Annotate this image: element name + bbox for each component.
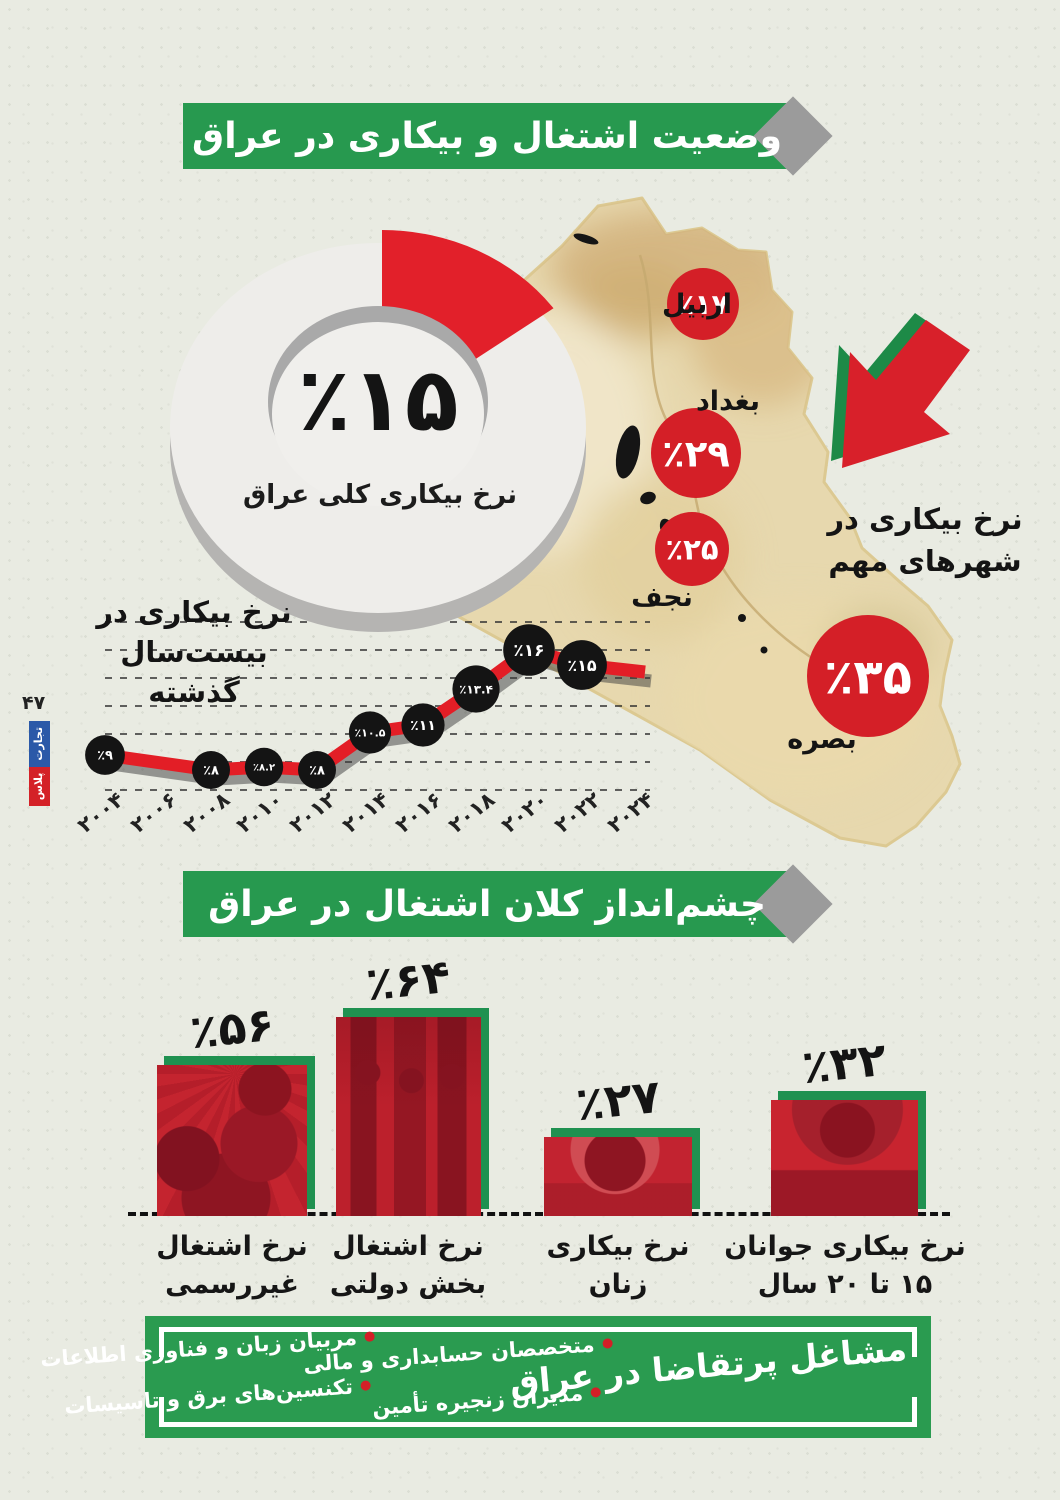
data-point: ٪۸ bbox=[298, 751, 336, 789]
bar-photo-fill bbox=[336, 1008, 489, 1216]
x-axis-year-label: ۲۰۱۲ bbox=[285, 787, 340, 838]
data-point: ٪۱۶ bbox=[503, 624, 555, 676]
svg-text:٪۸.۲: ٪۸.۲ bbox=[253, 763, 275, 774]
city-value: ٪۱۷ bbox=[677, 288, 728, 321]
job-item-supply-chain-managers: مدیران زنجیره تأمین bbox=[371, 1380, 602, 1420]
caption-line: غیررسمی bbox=[165, 1268, 299, 1300]
arrow-red-body bbox=[842, 320, 970, 468]
cities-note-line2: شهرهای مهم bbox=[828, 544, 1022, 579]
bar-caption-public-sector: نرخ اشتغال بخش دولتی bbox=[293, 1228, 523, 1304]
caption-line: نرخ بیکاری bbox=[546, 1231, 690, 1262]
bracket-top bbox=[159, 1327, 917, 1357]
trend-title-line1: نرخ بیکاری در bbox=[96, 595, 292, 629]
data-point: ٪۸ bbox=[192, 751, 230, 789]
x-axis-year-label: ۲۰۲۴ bbox=[603, 787, 658, 838]
svg-text:٪۱۵: ٪۱۵ bbox=[567, 656, 597, 675]
cities-note: نرخ بیکاری در شهرهای مهم bbox=[823, 498, 1027, 582]
high-demand-jobs-box: مشاغل پرتقاضا در عراق متخصصان حسابداری و… bbox=[39, 1316, 931, 1438]
data-point: ٪۱۰.۵ bbox=[348, 711, 392, 754]
bar-women-unemployment: ٪۲۷ bbox=[544, 1069, 700, 1216]
city-name: اربیل bbox=[662, 289, 732, 320]
svg-text:٪۸: ٪۸ bbox=[309, 764, 325, 779]
banner-outlook-title: چشم‌انداز کلان اشتغال در عراق bbox=[208, 883, 766, 925]
x-axis-year-label: ۲۰۰۴ bbox=[73, 787, 128, 838]
trend-title: نرخ بیکاری در بیست‌سال گذشته bbox=[83, 592, 305, 712]
bar-value: ٪۵۶ bbox=[187, 996, 277, 1060]
x-axis-year-label: ۲۰۱۰ bbox=[232, 787, 287, 837]
city-name: نجف bbox=[631, 582, 693, 613]
bullet-icon bbox=[364, 1331, 375, 1342]
bracket-bottom bbox=[159, 1397, 917, 1427]
bar-caption-informal: نرخ اشتغال غیررسمی bbox=[117, 1228, 347, 1304]
city-marker: ٪۲۵ نجف bbox=[631, 512, 729, 613]
x-axis-year-label: ۲۰۱۸ bbox=[444, 787, 499, 838]
bullet-icon bbox=[360, 1380, 371, 1391]
caption-line: نرخ بیکاری جوانان bbox=[724, 1231, 966, 1262]
magazine-logo: تجارت پلاس bbox=[29, 721, 50, 807]
data-point: ٪۹ bbox=[85, 735, 125, 775]
x-axis-year-label: ۲۰۱۴ bbox=[338, 787, 393, 838]
x-axis-year-label: ۲۰۰۸ bbox=[179, 787, 234, 838]
banner-outlook: چشم‌انداز کلان اشتغال در عراق bbox=[183, 864, 833, 944]
x-axis-year-label: ۲۰۰۶ bbox=[126, 787, 181, 837]
bullet-icon bbox=[602, 1338, 613, 1349]
bar-photo-fill bbox=[157, 1056, 315, 1216]
city-marker: ٪۲۹ بغداد bbox=[651, 386, 760, 498]
donut-value: ٪۱۵ bbox=[297, 348, 459, 451]
bar-value: ٪۲۷ bbox=[573, 1068, 663, 1132]
x-axis-year-label: ۲۰۱۶ bbox=[391, 787, 446, 837]
bar-photo-fill bbox=[771, 1091, 926, 1216]
page-number: ۴۷ bbox=[22, 692, 46, 714]
data-point: ٪۸.۲ bbox=[244, 747, 284, 787]
caption-line: نرخ اشتغال bbox=[332, 1231, 484, 1262]
x-axis-year-label: ۲۰۲۲ bbox=[550, 787, 605, 838]
donut-hole bbox=[272, 322, 484, 506]
svg-text:٪۱۰.۵: ٪۱۰.۵ bbox=[354, 726, 385, 739]
bars-baseline bbox=[128, 1212, 950, 1216]
donut-caption: نرخ بیکاری کلی عراق bbox=[242, 480, 517, 510]
caption-line: نرخ اشتغال bbox=[156, 1231, 308, 1262]
svg-text:٪۱۱: ٪۱۱ bbox=[410, 718, 436, 734]
city-value: ٪۲۹ bbox=[662, 432, 730, 475]
cities-note-line1: نرخ بیکاری در bbox=[827, 502, 1023, 536]
magazine-logo-word2: پلاس bbox=[29, 766, 50, 807]
bar-photo-fill bbox=[544, 1128, 700, 1216]
bar-public-sector-employment: ٪۶۴ bbox=[336, 949, 489, 1216]
data-point: ٪۱۱ bbox=[401, 703, 445, 747]
banner-employment-status-title: وضعیت اشتغال و بیکاری در عراق bbox=[192, 115, 782, 157]
bar-value: ٪۶۴ bbox=[363, 948, 454, 1012]
banner-employment-status: وضعیت اشتغال و بیکاری در عراق bbox=[183, 96, 833, 176]
bullet-icon bbox=[590, 1387, 602, 1398]
bar-youth-unemployment: ٪۳۲ bbox=[771, 1032, 926, 1216]
city-value: ٪۲۵ bbox=[665, 532, 718, 566]
city-name: بصره bbox=[787, 724, 856, 755]
x-axis-year-label: ۲۰۲۰ bbox=[497, 787, 552, 837]
magazine-logo-word1: تجارت bbox=[29, 721, 50, 767]
svg-text:٪۱۶: ٪۱۶ bbox=[513, 641, 544, 661]
bar-caption-women: نرخ بیکاری زنان bbox=[503, 1228, 733, 1304]
city-marker: ٪۳۵ بصره bbox=[787, 615, 929, 755]
cities-arrow bbox=[831, 313, 970, 468]
data-point: ٪۱۵ bbox=[557, 640, 607, 690]
city-value: ٪۳۵ bbox=[824, 649, 912, 705]
bar-informal-employment: ٪۵۶ bbox=[157, 997, 315, 1216]
trend-title-line2: بیست‌سال گذشته bbox=[120, 635, 268, 710]
caption-line: بخش دولتی bbox=[329, 1268, 487, 1300]
trend-line bbox=[104, 643, 646, 777]
data-point: ٪۱۳.۴ bbox=[452, 665, 500, 713]
caption-line: زنان bbox=[588, 1268, 648, 1300]
job-item-label: مدیران زنجیره تأمین bbox=[371, 1381, 584, 1420]
bar-value: ٪۳۲ bbox=[799, 1031, 890, 1095]
svg-text:٪۸: ٪۸ bbox=[203, 764, 219, 779]
donut-chart bbox=[170, 230, 586, 632]
caption-line: ۱۵ تا ۲۰ سال bbox=[757, 1268, 933, 1300]
svg-text:٪۹: ٪۹ bbox=[97, 749, 113, 764]
bar-caption-youth: نرخ بیکاری جوانان ۱۵ تا ۲۰ سال bbox=[715, 1228, 975, 1304]
svg-text:٪۱۳.۴: ٪۱۳.۴ bbox=[459, 682, 493, 696]
city-name: بغداد bbox=[696, 386, 760, 417]
